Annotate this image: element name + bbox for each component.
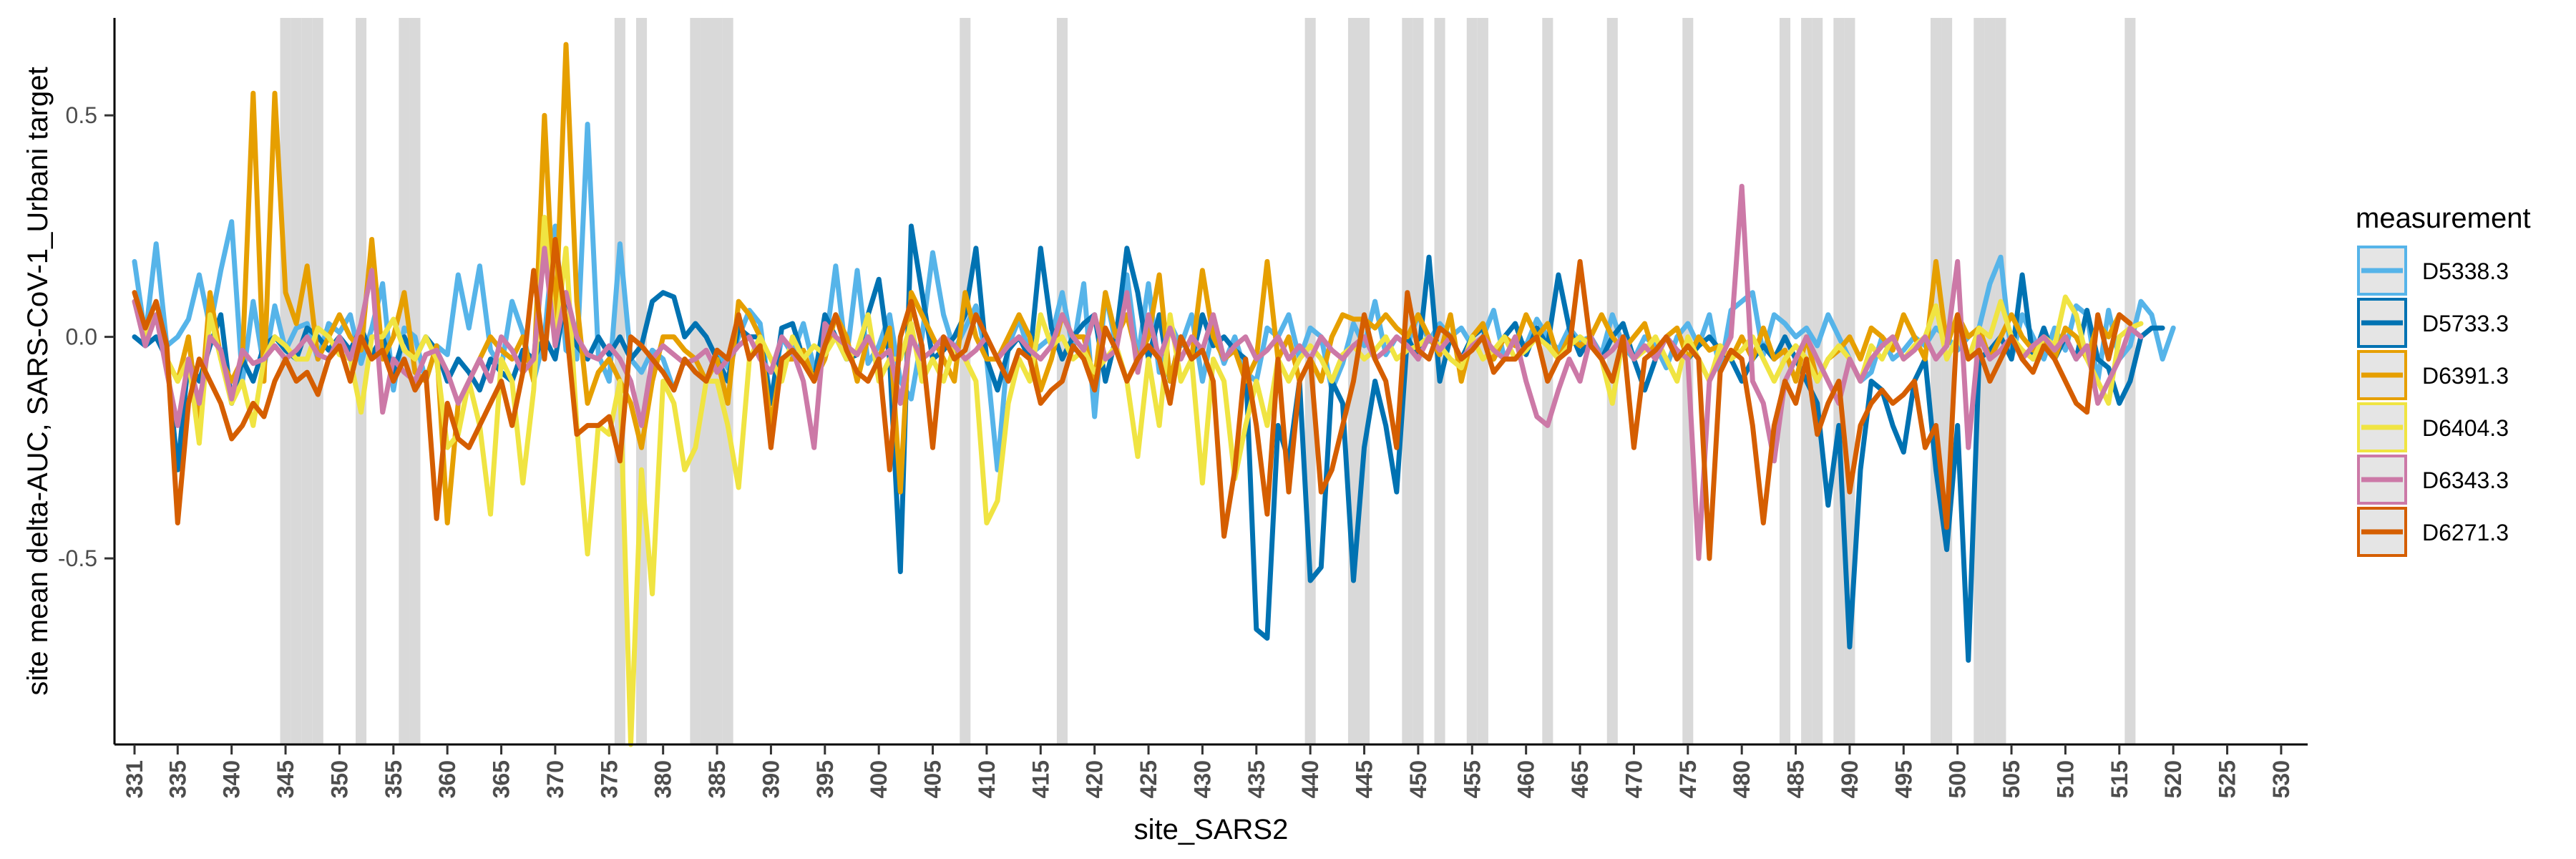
x-tick-label: 515 [2107, 760, 2132, 798]
x-tick-label: 410 [974, 760, 1000, 798]
x-tick-label: 465 [1567, 760, 1593, 798]
shaded-band [1402, 18, 1413, 744]
x-tick-label: 360 [434, 760, 460, 798]
y-tick-label: 0.0 [66, 324, 97, 350]
series-line-D6343.3 [132, 183, 2144, 561]
x-tick-label: 420 [1082, 760, 1108, 798]
x-tick-label: 460 [1513, 760, 1539, 798]
x-tick-label: 365 [489, 760, 514, 798]
legend-label: D6343.3 [2422, 467, 2509, 493]
x-tick-label: 350 [326, 760, 352, 798]
x-tick-label: 425 [1136, 760, 1161, 798]
shaded-band [635, 18, 648, 744]
shaded-band [1995, 18, 2006, 744]
legend-title: measurement [2356, 203, 2531, 234]
x-axis-title: site_SARS2 [1134, 814, 1289, 845]
x-tick-label: 345 [273, 760, 298, 798]
axes: 331 335 340 345 350 355 360 365 370 375 380 385 390 3… [58, 18, 2308, 798]
x-tick-label: 510 [2052, 760, 2078, 798]
x-tick-label: 331 [122, 760, 147, 798]
legend-label: D5733.3 [2422, 311, 2509, 336]
shaded-band [1930, 18, 1942, 744]
shaded-band [1466, 18, 1478, 744]
x-tick-label: 490 [1837, 760, 1863, 798]
x-tick-label: 455 [1459, 760, 1485, 798]
series-line-D6271.3 [132, 237, 2133, 561]
x-tick-label: 500 [1945, 760, 1971, 798]
legend-label: D5338.3 [2422, 258, 2509, 284]
x-tick-label: 530 [2268, 760, 2294, 798]
x-tick-label: 415 [1028, 760, 1053, 798]
y-axis-ticks: 0.5 0.0 -0.5 [58, 102, 114, 571]
x-tick-label: 445 [1352, 760, 1377, 798]
shaded-band [1941, 18, 1953, 744]
x-tick-label: 380 [650, 760, 676, 798]
x-tick-label: 430 [1189, 760, 1215, 798]
y-tick-label: 0.5 [66, 102, 97, 128]
shaded-band [356, 18, 367, 744]
shaded-band [690, 18, 701, 744]
shaded-band [1477, 18, 1488, 744]
x-tick-label: 400 [866, 760, 892, 798]
x-tick-label: 335 [165, 760, 190, 798]
x-tick-label: 435 [1244, 760, 1269, 798]
shaded-band [960, 18, 971, 744]
legend-items: D5338.3 D5733.3 D6391.3 D6404.3 D6343.3 D6271… [2357, 246, 2509, 557]
x-tick-label: 340 [219, 760, 245, 798]
x-tick-label: 370 [542, 760, 568, 798]
x-tick-label: 485 [1783, 760, 1809, 798]
x-tick-label: 475 [1675, 760, 1701, 798]
x-tick-label: 440 [1297, 760, 1323, 798]
shaded-band [312, 18, 323, 744]
x-tick-label: 450 [1405, 760, 1431, 798]
shaded-band [280, 18, 291, 744]
legend-label: D6391.3 [2422, 363, 2509, 389]
x-tick-label: 520 [2160, 760, 2186, 798]
x-tick-label: 470 [1621, 760, 1646, 798]
x-tick-label: 355 [381, 760, 406, 798]
legend-label: D6271.3 [2422, 520, 2509, 545]
shaded-band [399, 18, 410, 744]
x-tick-label: 505 [1999, 760, 2024, 798]
x-tick-label: 525 [2215, 760, 2240, 798]
shaded-band [1359, 18, 1370, 744]
x-tick-label: 480 [1729, 760, 1755, 798]
x-axis-ticks: 331 335 340 345 350 355 360 365 370 375 380 385 390 3… [122, 744, 2294, 798]
x-tick-label: 495 [1890, 760, 1916, 798]
shaded-band [301, 18, 313, 744]
x-tick-label: 395 [812, 760, 838, 798]
shaded-band [1413, 18, 1424, 744]
legend: measurement D5338.3 D5733.3 D6391.3 D6404.3… [2356, 203, 2531, 557]
x-tick-label: 385 [704, 760, 730, 798]
series-lines [132, 42, 2176, 747]
x-tick-label: 390 [758, 760, 784, 798]
x-tick-label: 405 [920, 760, 946, 798]
x-tick-label: 375 [596, 760, 622, 798]
y-axis-title: site mean delta-AUC, SARS-CoV-1_Urbani t… [22, 67, 54, 695]
legend-label: D6404.3 [2422, 415, 2509, 441]
y-tick-label: -0.5 [58, 545, 97, 571]
